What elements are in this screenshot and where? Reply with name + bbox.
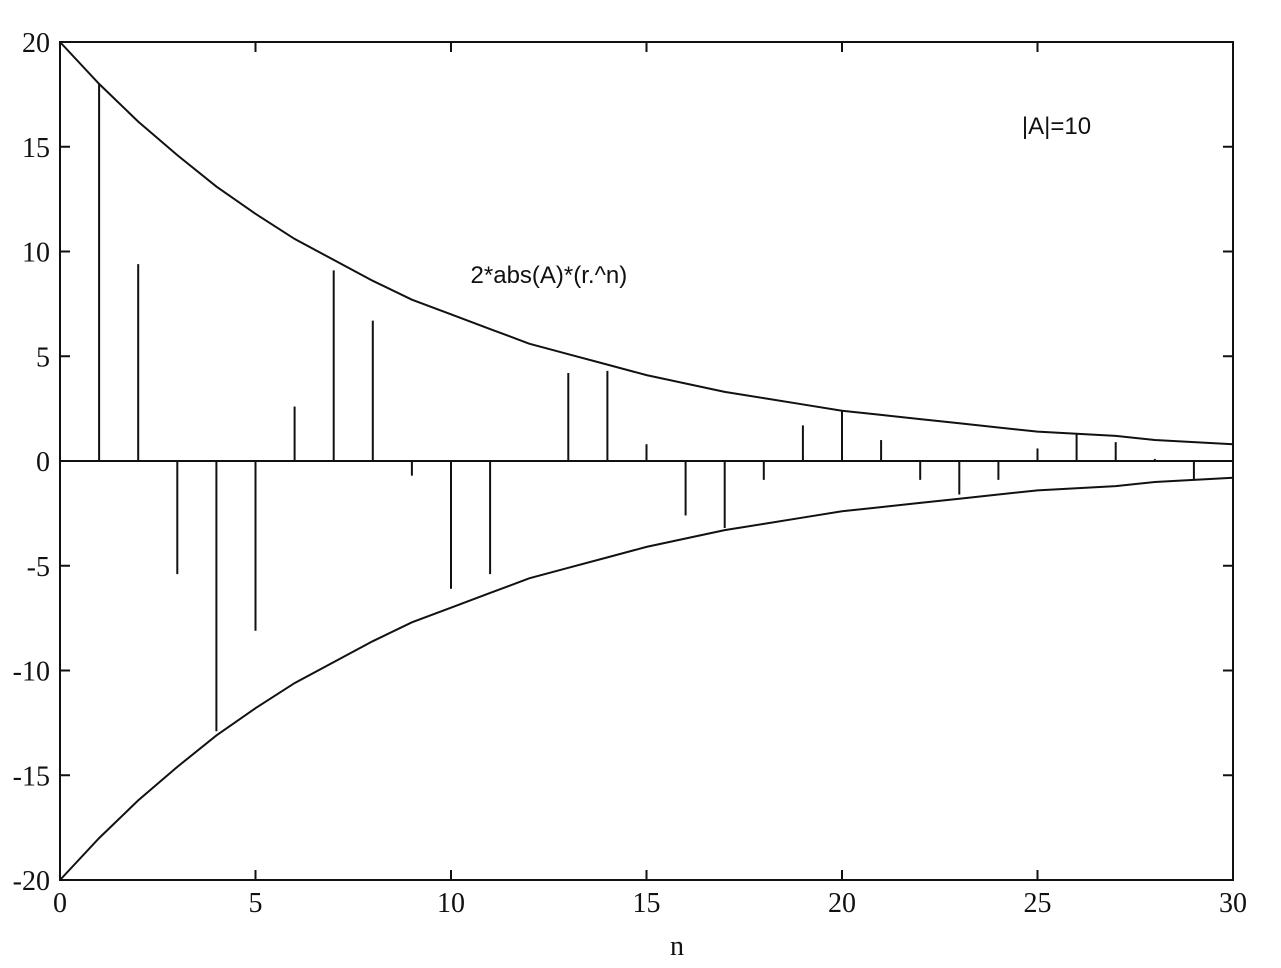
x-tick-label-0: 0	[53, 888, 67, 919]
y-tick-label--20: -20	[13, 866, 50, 897]
x-tick-label-20: 20	[828, 888, 856, 919]
y-tick-label--15: -15	[13, 761, 50, 792]
y-tick-label-5: 5	[36, 342, 50, 373]
lower-envelope-curve	[59, 476, 1234, 881]
x-axis-ticks: 0 5 10 15 20 25 30	[53, 42, 1247, 919]
y-tick-label-20: 20	[22, 28, 50, 59]
y-tick-label--10: -10	[13, 657, 50, 688]
stem-series	[98, 83, 1234, 732]
x-tick-label-15: 15	[633, 888, 661, 919]
x-tick-label-25: 25	[1024, 888, 1052, 919]
y-tick-label--5: -5	[27, 552, 50, 583]
upper-envelope-curve	[59, 41, 1234, 446]
y-axis-ticks: 20 15 10 5 0 -5 -10 -15 -20	[13, 28, 1233, 897]
y-tick-label-10: 10	[22, 238, 50, 269]
y-tick-label-15: 15	[22, 133, 50, 164]
annotation-envelope-label: 2*abs(A)*(r.^n)	[471, 262, 628, 289]
y-tick-label-0: 0	[36, 447, 50, 478]
x-tick-label-5: 5	[249, 888, 263, 919]
x-axis-label: n	[670, 931, 684, 962]
x-tick-label-30: 30	[1219, 888, 1247, 919]
x-tick-label-10: 10	[437, 888, 465, 919]
annotation-abs-a: |A|=10	[1022, 113, 1091, 140]
envelope-curves	[59, 41, 1234, 881]
